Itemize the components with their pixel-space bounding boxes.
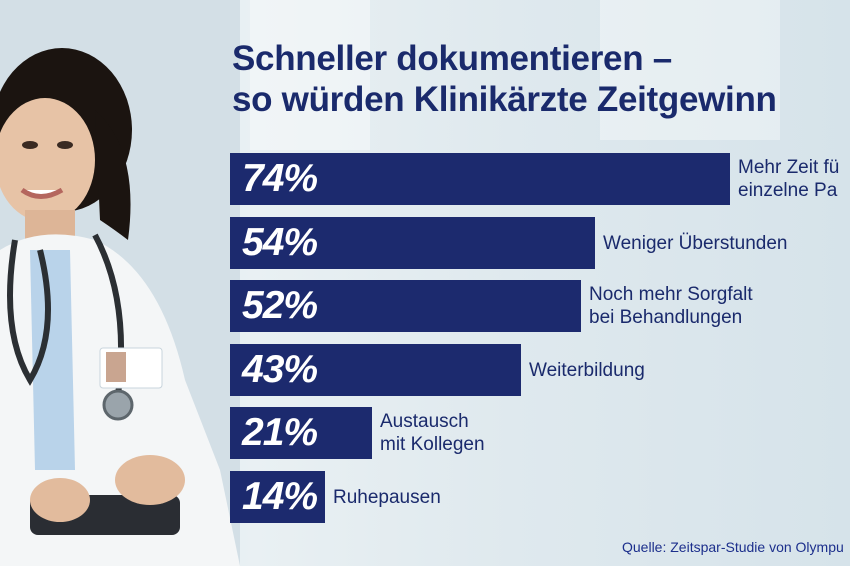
- title-line-1: Schneller dokumentieren –: [232, 39, 672, 78]
- category-label-line: einzelne Pa: [738, 180, 838, 201]
- title-line-2: so würden Klinikärzte Zeitgewinn: [232, 80, 777, 119]
- window-light: [600, 0, 780, 140]
- value-label: 54%: [242, 220, 318, 264]
- bar: [230, 216, 595, 269]
- category-label-line: Ruhepausen: [333, 487, 441, 508]
- category-label-line: Noch mehr Sorgfalt: [589, 284, 753, 305]
- category-label: Weiterbildung: [529, 359, 645, 382]
- window-light: [250, 0, 370, 150]
- value-label: 14%: [242, 474, 318, 518]
- value-label: 74%: [242, 157, 318, 200]
- value-label: 52%: [242, 284, 318, 327]
- doctor-photo: [0, 0, 240, 566]
- chart-title: Schneller dokumentieren – so würden Klin…: [232, 38, 850, 120]
- category-label-line: mit Kollegen: [380, 434, 485, 455]
- category-label: Noch mehr Sorgfalt bei Behandlungen: [589, 283, 753, 329]
- category-label: Mehr Zeit fü einzelne Pa: [738, 156, 839, 202]
- bar: [230, 280, 581, 332]
- value-label: 21%: [242, 411, 318, 454]
- category-label-line: Austausch: [380, 411, 469, 432]
- bar: [230, 153, 730, 205]
- category-label-line: Weiterbildung: [529, 360, 645, 381]
- category-label-line: Weniger Überstunden: [603, 233, 788, 254]
- bar: [230, 407, 372, 459]
- bar: [230, 343, 521, 396]
- category-label: Ruhepausen: [333, 486, 441, 509]
- category-label-line: Mehr Zeit fü: [738, 157, 840, 178]
- source-note: Quelle: Zeitspar-Studie von Olympu: [622, 539, 844, 555]
- value-label: 43%: [242, 347, 318, 391]
- category-label-line: bei Behandlungen: [589, 307, 743, 328]
- category-label: Austausch mit Kollegen: [380, 410, 485, 456]
- category-label: Weniger Überstunden: [603, 232, 787, 255]
- bar: [230, 470, 325, 523]
